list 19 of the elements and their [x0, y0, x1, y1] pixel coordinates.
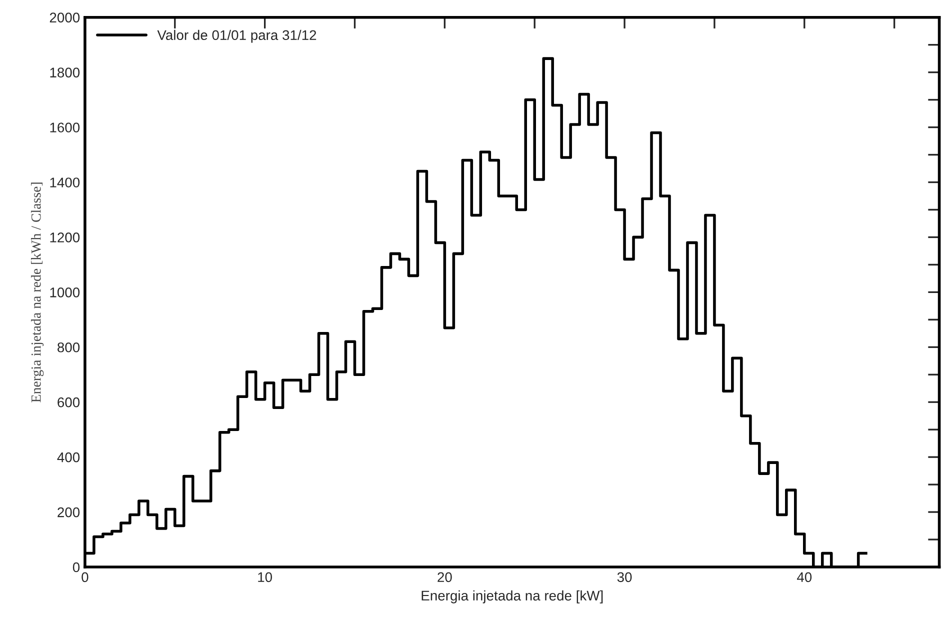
- y-tick-label: 0: [72, 562, 80, 572]
- y-tick-label: 200: [58, 507, 80, 518]
- y-tick-label: 800: [58, 342, 80, 352]
- x-tick-label: 10: [258, 572, 272, 582]
- y-tick-label: 400: [57, 452, 80, 462]
- x-tick-label: 30: [617, 572, 632, 582]
- y-axis-title: Energia injetada na rede [kWh / Classe]: [31, 182, 44, 402]
- y-tick-label: 600: [58, 397, 80, 408]
- y-tick-label: 1600: [50, 122, 80, 132]
- y-tick-label: 1000: [50, 288, 80, 298]
- x-axis-title: Energia injetada na rede [kW]: [422, 590, 603, 604]
- legend-label: Valor de 01/01 para 31/12: [157, 30, 316, 43]
- x-tick-label: 40: [796, 572, 812, 582]
- x-tick-label: 20: [438, 572, 452, 582]
- y-tick-label: 1400: [50, 178, 80, 188]
- x-tick-label: 0: [82, 572, 88, 582]
- y-tick-label: 1200: [50, 232, 80, 242]
- y-tick-label: 1800: [50, 68, 80, 78]
- y-tick-label: 2000: [50, 12, 80, 22]
